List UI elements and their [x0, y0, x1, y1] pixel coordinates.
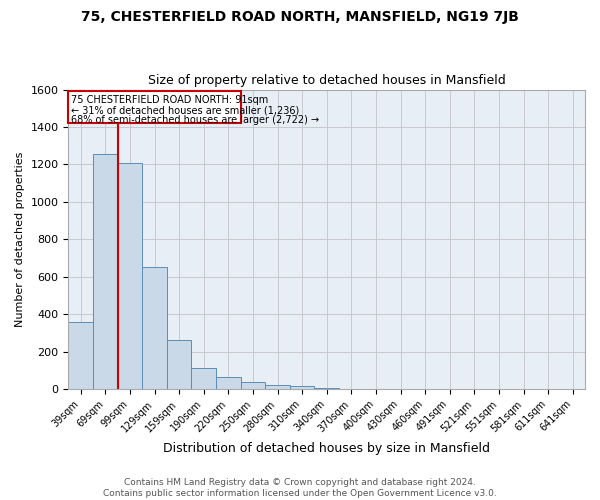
- Text: 68% of semi-detached houses are larger (2,722) →: 68% of semi-detached houses are larger (…: [71, 116, 319, 126]
- Y-axis label: Number of detached properties: Number of detached properties: [15, 152, 25, 327]
- Bar: [314, 388, 339, 389]
- Bar: [241, 382, 265, 389]
- X-axis label: Distribution of detached houses by size in Mansfield: Distribution of detached houses by size …: [163, 442, 490, 455]
- Bar: [191, 368, 216, 389]
- Text: ← 31% of detached houses are smaller (1,236): ← 31% of detached houses are smaller (1,…: [71, 105, 299, 115]
- Bar: [93, 154, 118, 389]
- Bar: [167, 340, 191, 389]
- Bar: [265, 386, 290, 389]
- Text: 75 CHESTERFIELD ROAD NORTH: 91sqm: 75 CHESTERFIELD ROAD NORTH: 91sqm: [71, 95, 269, 105]
- Bar: [68, 322, 93, 389]
- Title: Size of property relative to detached houses in Mansfield: Size of property relative to detached ho…: [148, 74, 506, 87]
- Bar: [290, 386, 314, 389]
- Bar: [216, 377, 241, 389]
- Bar: [118, 164, 142, 389]
- Text: Contains HM Land Registry data © Crown copyright and database right 2024.
Contai: Contains HM Land Registry data © Crown c…: [103, 478, 497, 498]
- Text: 75, CHESTERFIELD ROAD NORTH, MANSFIELD, NG19 7JB: 75, CHESTERFIELD ROAD NORTH, MANSFIELD, …: [81, 10, 519, 24]
- Bar: [142, 268, 167, 389]
- FancyBboxPatch shape: [68, 92, 241, 123]
